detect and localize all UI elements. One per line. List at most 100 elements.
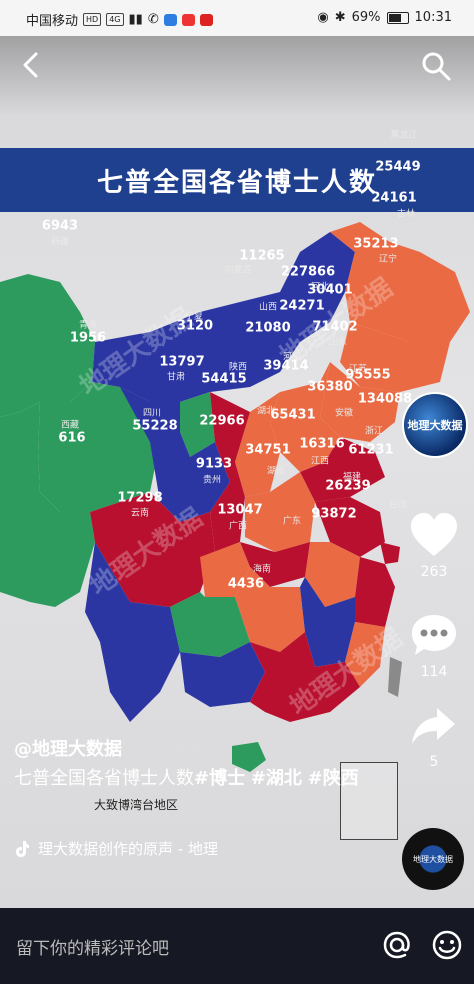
disc-label: 地理大数据 bbox=[413, 854, 453, 864]
province-value: 13047 bbox=[217, 502, 263, 518]
author-name[interactable]: @地理大数据 bbox=[14, 739, 122, 760]
province-value: 227866 bbox=[280, 264, 336, 280]
bluetooth-icon: ✱ bbox=[334, 10, 346, 25]
region-jilin bbox=[340, 322, 450, 392]
post-description: 七普全国各省博士人数#博士 #湖北 #陕西 bbox=[14, 765, 394, 793]
province-name: 湖北 bbox=[256, 406, 276, 417]
province-value: 4436 bbox=[227, 576, 265, 592]
province-value: 13797 bbox=[159, 354, 205, 370]
map-shapes bbox=[0, 222, 470, 772]
search-icon[interactable] bbox=[420, 50, 452, 82]
title-banner: 七普全国各省博士人数 bbox=[0, 148, 474, 212]
app-notification-icon bbox=[199, 13, 213, 26]
province-name: 福建 bbox=[342, 472, 362, 483]
region-guangdong bbox=[250, 632, 360, 722]
hd-badge: HD bbox=[83, 13, 102, 26]
region-fujian bbox=[345, 622, 385, 687]
region-guangxi bbox=[180, 642, 265, 707]
region-hunan bbox=[235, 567, 305, 652]
province-value: 24271 bbox=[279, 298, 325, 314]
like-count: 263 bbox=[420, 564, 448, 580]
region-shanxi bbox=[235, 392, 280, 497]
region-guizhou bbox=[170, 592, 250, 657]
province-value: 55228 bbox=[132, 418, 178, 434]
province-value: 134088 bbox=[357, 391, 413, 407]
province-name: 青海 bbox=[78, 320, 98, 331]
missed-call-icon: ✆ bbox=[147, 12, 159, 27]
province-name: 黑龙江 bbox=[390, 130, 418, 141]
region-liaoning bbox=[320, 362, 400, 442]
region-qinghai bbox=[38, 382, 160, 512]
province-value: 26239 bbox=[325, 478, 371, 494]
video-player[interactable]: 七普全国各省博士人数 bbox=[0, 36, 474, 908]
region-taiwan bbox=[388, 657, 402, 697]
province-name: 河北 bbox=[310, 282, 330, 293]
hashtag[interactable]: #陕西 bbox=[307, 768, 359, 789]
comment-button[interactable]: 114 bbox=[404, 612, 464, 680]
region-xizang bbox=[0, 402, 95, 607]
comment-bubble-icon bbox=[412, 615, 456, 655]
inset-caption: 大致博湾台地区 bbox=[94, 798, 179, 812]
province-value: 616 bbox=[58, 430, 86, 446]
status-bar: 中国移动 HD 4G ▮▮ ✆ ◉ ✱ 69% 10:31 bbox=[0, 0, 474, 36]
hashtag[interactable]: #博士 bbox=[194, 768, 246, 789]
banner-title: 七普全国各省博士人数 bbox=[96, 167, 377, 198]
province-name: 山东 bbox=[328, 337, 348, 348]
region-shandong bbox=[300, 437, 385, 502]
region-shaanxi bbox=[210, 392, 250, 552]
eye-comfort-icon: ◉ bbox=[317, 10, 329, 25]
province-value: 16316 bbox=[299, 436, 345, 452]
share-count: 5 bbox=[429, 754, 439, 770]
province-value: 39414 bbox=[263, 358, 309, 374]
province-value: 93872 bbox=[311, 506, 357, 522]
at-sign-icon[interactable] bbox=[380, 928, 414, 962]
province-value: 21080 bbox=[245, 320, 291, 336]
china-doctorate-map: 6943 新疆 1956 青海 616 西藏 11265 内蒙古 25449 黑龙江 24161 吉林… bbox=[0, 131, 474, 772]
tiktok-note-icon bbox=[16, 840, 29, 857]
region-neimenggu bbox=[92, 232, 355, 402]
region-heilongjiang bbox=[330, 222, 470, 342]
network-badge: 4G bbox=[106, 13, 124, 26]
province-name: 吉林 bbox=[396, 209, 416, 220]
comment-input[interactable]: 留下你的精彩评论吧 bbox=[16, 939, 169, 959]
region-shanghai bbox=[380, 542, 400, 564]
music-info[interactable]: 理大数据创作的原声 - 地理 bbox=[14, 838, 218, 859]
province-name: 湖南 bbox=[266, 466, 286, 477]
author-avatar[interactable]: 地理大数据 bbox=[402, 392, 468, 458]
province-name: 江西 bbox=[310, 456, 330, 467]
province-name: 内蒙古 bbox=[224, 265, 252, 276]
comment-bar: 留下你的精彩评论吧 bbox=[0, 908, 474, 984]
province-value: 1956 bbox=[69, 330, 107, 346]
province-value: 25449 bbox=[375, 159, 421, 175]
region-chongqing bbox=[200, 542, 250, 597]
hashtag[interactable]: #湖北 bbox=[250, 768, 302, 789]
back-arrow-icon[interactable] bbox=[16, 50, 46, 80]
region-zhejiang bbox=[355, 557, 395, 627]
carrier-label: 中国移动 bbox=[26, 14, 79, 29]
avatar-label: 地理大数据 bbox=[407, 419, 463, 432]
province-value: 36380 bbox=[307, 379, 353, 395]
province-name: 云南 bbox=[130, 508, 150, 519]
region-hubei bbox=[240, 542, 310, 587]
post-info: @地理大数据 · 1小时前 七普全国各省博士人数#博士 #湖北 #陕西 bbox=[14, 735, 394, 793]
province-value: 11265 bbox=[239, 248, 285, 264]
comment-count: 114 bbox=[420, 664, 448, 680]
province-name: 河南 bbox=[282, 352, 302, 363]
share-button[interactable]: 5 bbox=[404, 704, 464, 770]
battery-percent: 69% bbox=[351, 10, 381, 25]
like-button[interactable]: 263 bbox=[404, 512, 464, 580]
province-name: 江苏 bbox=[348, 364, 368, 375]
region-hainan bbox=[232, 742, 266, 772]
province-name: 广东 bbox=[282, 516, 302, 527]
app-notification-icon bbox=[181, 13, 195, 26]
province-name: 贵州 bbox=[202, 475, 222, 486]
province-name: 甘肃 bbox=[166, 372, 186, 383]
province-name: 浙江 bbox=[364, 426, 384, 437]
emoji-icon[interactable] bbox=[430, 928, 464, 962]
heart-icon bbox=[411, 513, 457, 556]
region-jiangxi bbox=[300, 577, 355, 667]
battery-icon bbox=[386, 11, 409, 24]
top-shade bbox=[0, 36, 474, 116]
province-value: 65431 bbox=[270, 407, 316, 423]
music-disc[interactable]: 地理大数据 bbox=[402, 828, 464, 890]
